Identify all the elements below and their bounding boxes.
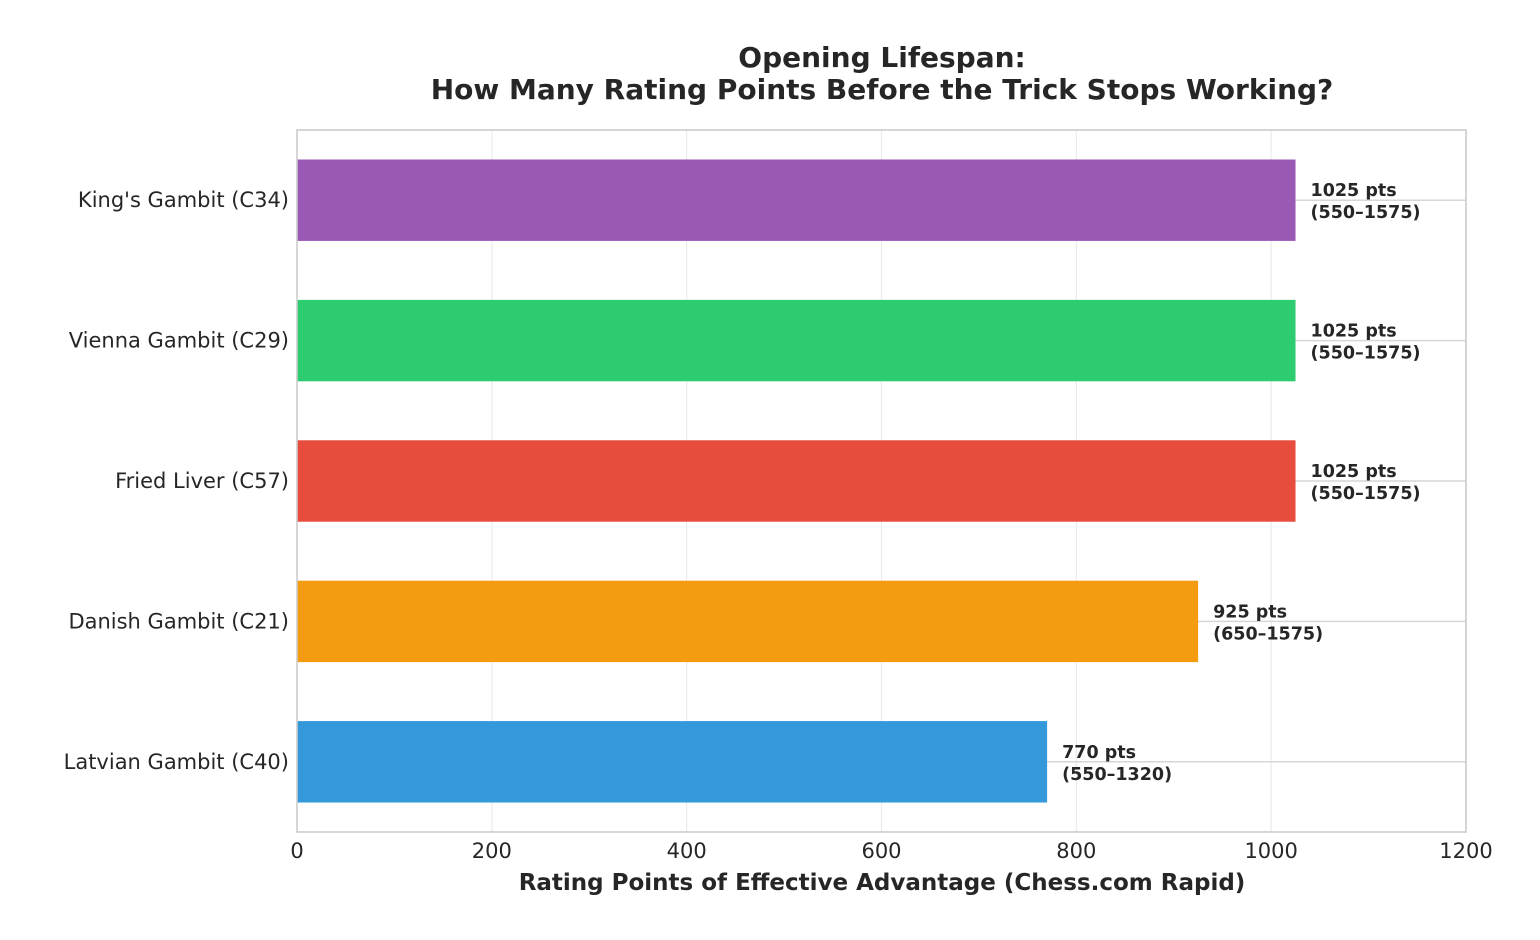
bar-range-label: (550–1575) xyxy=(1311,344,1421,364)
x-tick-label: 1200 xyxy=(1439,839,1492,863)
chart-title-line-2: How Many Rating Points Before the Trick … xyxy=(431,73,1334,106)
x-tick-label: 200 xyxy=(472,839,512,863)
bar xyxy=(297,159,1296,241)
bar-range-label: (550–1320) xyxy=(1062,765,1172,785)
labels-group: 0 200 400 600 800 1000 1200 King's Gambit (C34)… xyxy=(64,181,1493,863)
bar-value-label: 1025 pts xyxy=(1311,462,1397,482)
bar xyxy=(297,299,1296,382)
bar-value-label: 770 pts xyxy=(1062,743,1136,763)
category-label: Danish Gambit (C21) xyxy=(68,609,289,633)
x-tick-label: 800 xyxy=(1056,839,1096,863)
bar xyxy=(297,721,1048,803)
bar-value-label: 925 pts xyxy=(1213,602,1287,622)
bar-range-label: (650–1575) xyxy=(1213,624,1323,644)
x-tick-label: 400 xyxy=(667,839,707,863)
bar-range-label: (550–1575) xyxy=(1311,484,1421,504)
x-tick-label: 600 xyxy=(861,839,901,863)
bar xyxy=(297,580,1199,663)
x-tick-label: 1000 xyxy=(1244,839,1297,863)
plot-frame xyxy=(296,129,1467,833)
bar-value-label: 1025 pts xyxy=(1311,181,1397,201)
chart-title-line-1: Opening Lifespan: xyxy=(738,41,1025,74)
category-label: Latvian Gambit (C40) xyxy=(64,750,289,774)
category-label: Fried Liver (C57) xyxy=(115,469,289,493)
bars-group xyxy=(297,159,1296,803)
bar-value-label: 1025 pts xyxy=(1311,322,1397,342)
bar-range-label: (550–1575) xyxy=(1311,203,1421,223)
category-label: King's Gambit (C34) xyxy=(78,188,289,212)
x-axis-title: Rating Points of Effective Advantage (Ch… xyxy=(519,870,1246,896)
bar xyxy=(297,440,1296,522)
x-tick-label: 0 xyxy=(290,839,303,863)
category-label: Vienna Gambit (C29) xyxy=(69,329,289,353)
